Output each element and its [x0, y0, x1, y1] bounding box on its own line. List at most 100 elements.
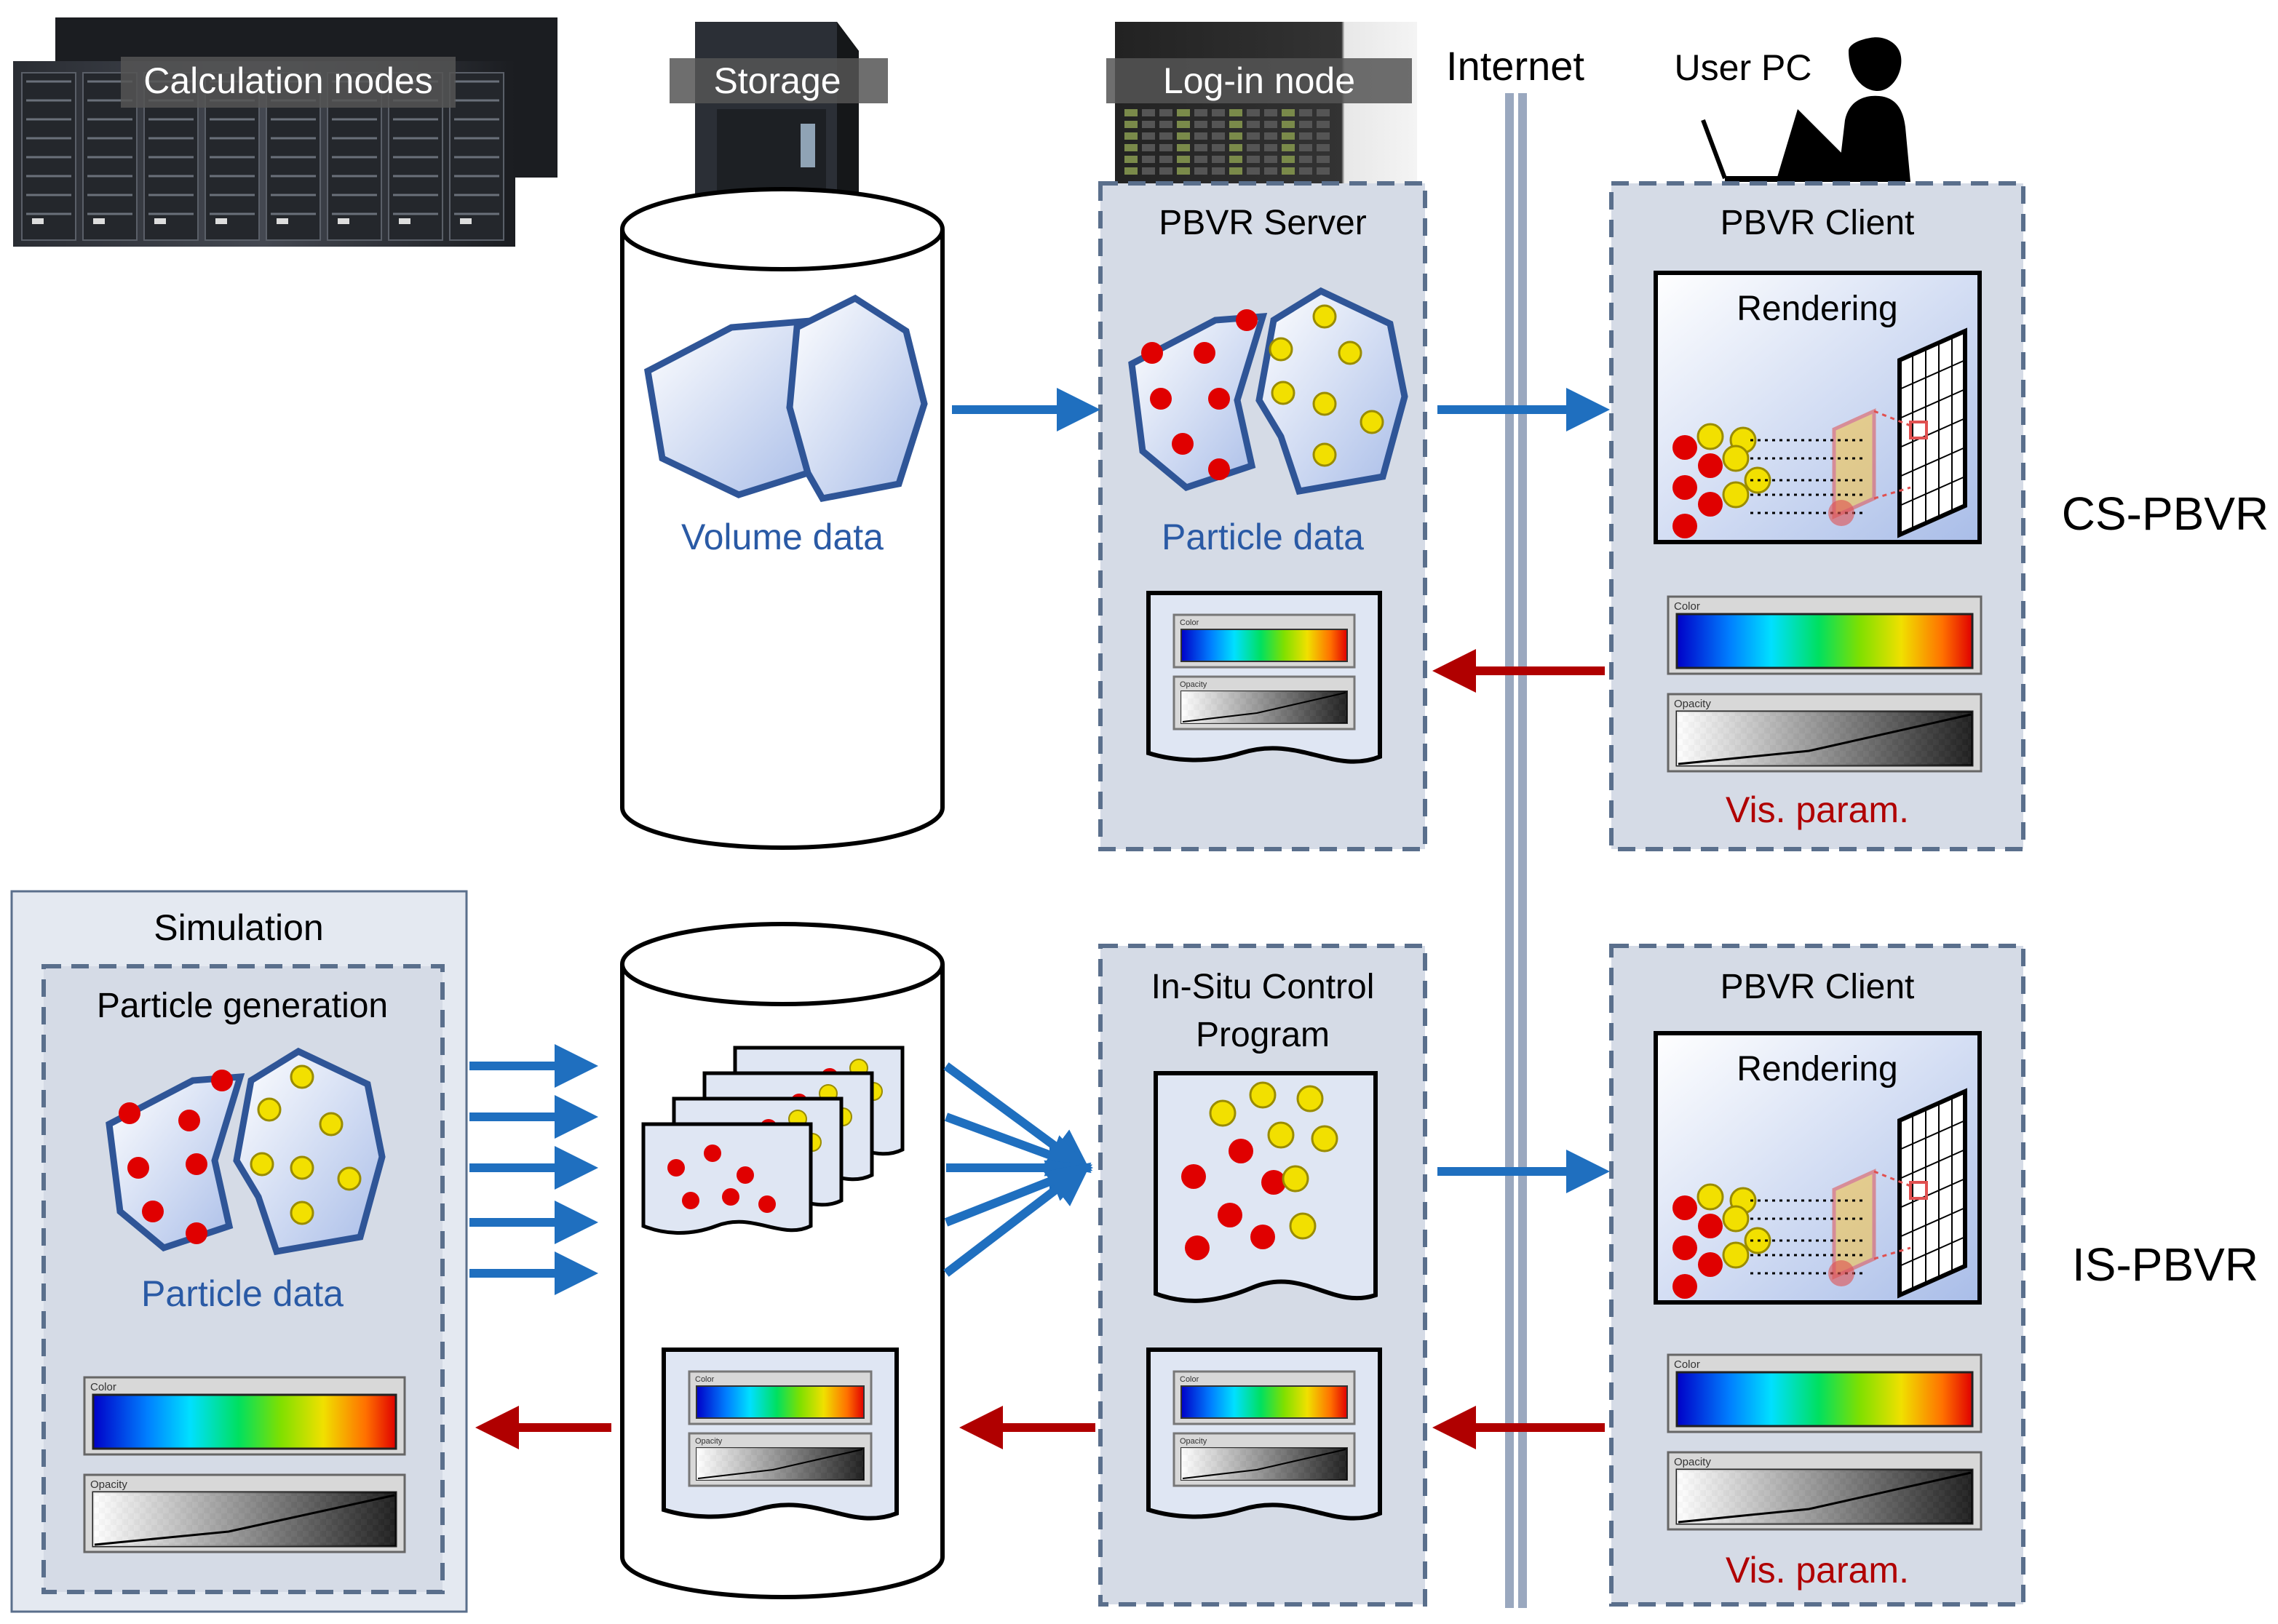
red-particle: [667, 1159, 685, 1177]
blade-slot: [1264, 109, 1277, 116]
blade-slot: [1229, 109, 1242, 116]
blade-slot: [1124, 109, 1138, 116]
control-red-particles: [1181, 1139, 1286, 1260]
is-vis-param-label: Vis. param.: [1726, 1550, 1909, 1591]
user-pc-label: User PC: [1675, 47, 1812, 88]
blade-slot: [1299, 121, 1312, 128]
blade-slot: [1317, 109, 1330, 116]
blade-slot: [1159, 156, 1172, 163]
sim-transfer-function: Color Opacity: [83, 1376, 406, 1553]
blade-slot: [1229, 121, 1242, 128]
cs-vis-param-label: Vis. param.: [1726, 789, 1909, 830]
in-situ-control-title-line1: In-Situ Control: [1151, 968, 1375, 1006]
particle-file: [641, 1122, 813, 1235]
opacity-panel-bar: [1677, 712, 1972, 765]
blade-slot: [1317, 156, 1330, 163]
blade-slot: [1317, 144, 1330, 151]
is-client-title: PBVR Client: [1721, 968, 1915, 1006]
blade-slot: [1282, 167, 1295, 175]
cs-client-title: PBVR Client: [1721, 204, 1915, 242]
grid-line: [1899, 1178, 1966, 1209]
blade-slot: [1177, 109, 1190, 116]
blade-slot: [1194, 109, 1207, 116]
red-particle: [1698, 492, 1723, 517]
rack-led: [399, 218, 410, 224]
opacity-panel-curve: [94, 1494, 395, 1546]
yellow-particle: [1722, 445, 1750, 472]
grid-line: [1899, 1207, 1966, 1238]
blade-slot: [1142, 156, 1155, 163]
stacked-particle-files: [641, 1046, 905, 1235]
blade-slot: [1282, 156, 1295, 163]
yellow-particle: [1722, 481, 1750, 509]
blade-slot: [1264, 144, 1277, 151]
control-particle-doc: [1154, 1071, 1378, 1303]
blade-slot: [1124, 167, 1138, 175]
storage-server-image: Storage: [670, 22, 888, 218]
server-particle-data-label: Particle data: [1162, 517, 1364, 557]
blade-slot: [1264, 156, 1277, 163]
pbvr-server-title: PBVR Server: [1159, 204, 1366, 242]
rendering-label: Rendering: [1737, 290, 1897, 328]
cs-pbvr-label: CS-PBVR: [2062, 487, 2269, 540]
arrows-sim-to-storage: [469, 1044, 598, 1295]
blade-slot: [1282, 109, 1295, 116]
calculation-nodes-image: Calculation nodes: [13, 17, 557, 247]
volume-data-polyhedron: [644, 294, 928, 503]
red-particle: [1698, 1252, 1723, 1277]
projection-rays: [1873, 410, 1911, 500]
blade-slot: [1212, 156, 1225, 163]
rack-led: [215, 218, 227, 224]
blade-slot: [1124, 121, 1138, 128]
rack-led: [93, 218, 105, 224]
blade-slot: [1229, 156, 1242, 163]
blade-slot: [1177, 144, 1190, 151]
internet-label: Internet: [1446, 43, 1584, 89]
blade-slot: [1299, 144, 1312, 151]
yellow-particle: [1696, 1183, 1724, 1211]
blade-slot: [1317, 167, 1330, 175]
color-panel-bar: [1675, 1371, 1974, 1428]
target-pixel: [1909, 1181, 1928, 1200]
color-bar: [696, 1385, 865, 1419]
blade-slot: [1299, 109, 1312, 116]
volume-data-label: Volume data: [681, 517, 884, 557]
is-rendering-box: Rendering: [1654, 1031, 1982, 1305]
opacity-bar: [697, 1448, 864, 1480]
yellow-particle: [1722, 1241, 1750, 1269]
blade-slot: [1212, 109, 1225, 116]
blade-slot: [1142, 121, 1155, 128]
server-transfer-function-doc: Color Opacity: [1146, 591, 1382, 764]
blade-slot: [1194, 121, 1207, 128]
red-particle: [1698, 453, 1723, 478]
color-panel-label: Color: [1674, 1358, 1700, 1371]
blade-slot: [1247, 167, 1260, 175]
blade-slot: [1282, 144, 1295, 151]
grid-line: [1899, 1236, 1966, 1267]
login-label-bg: [1106, 58, 1412, 103]
opacity-bar: [1181, 691, 1347, 723]
sim-particle-data-label: Particle data: [141, 1273, 344, 1314]
storage-label-bg: [670, 58, 888, 103]
red-particle: [1672, 1235, 1697, 1260]
blade-slot: [1264, 167, 1277, 175]
internet-line: [1505, 93, 1527, 1608]
control-yellow-particles: [1209, 1081, 1338, 1240]
red-particle: [1672, 514, 1697, 538]
cs-rendering-box: Rendering: [1654, 271, 1982, 544]
blade-slot: [1299, 156, 1312, 163]
blade-slot: [1159, 109, 1172, 116]
blade-slot: [1194, 156, 1207, 163]
red-particle: [1672, 435, 1697, 460]
is-pbvr-label: IS-PBVR: [2072, 1238, 2258, 1291]
blade-slot: [1299, 132, 1312, 140]
login-node-label: Log-in node: [1163, 60, 1355, 101]
sim-red-particles: [119, 1070, 233, 1244]
blade-slot: [1194, 132, 1207, 140]
projected-particle: [1828, 1260, 1854, 1286]
blade-slot: [1212, 144, 1225, 151]
projection-rays: [1873, 1170, 1911, 1260]
blade-slot: [1247, 156, 1260, 163]
blade-slot: [1247, 132, 1260, 140]
